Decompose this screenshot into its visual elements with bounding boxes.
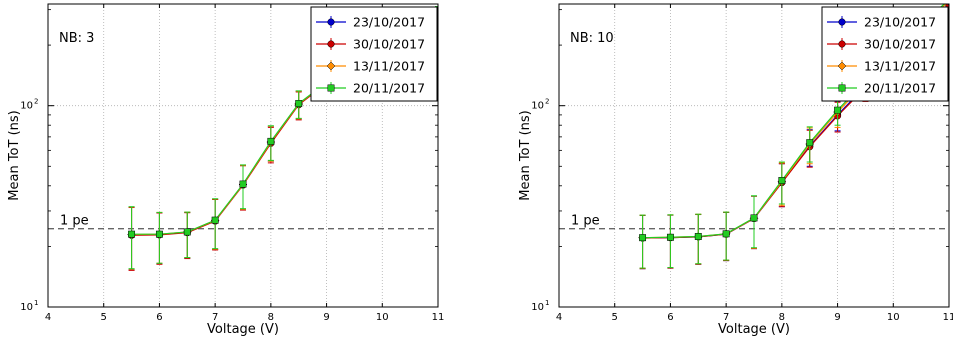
x-tick-label: 9 (323, 312, 329, 323)
legend-label: 30/10/2017 (353, 37, 425, 52)
x-tick-label: 10 (887, 312, 900, 323)
data-point (267, 137, 275, 145)
reference-label: 1 pe (571, 214, 600, 229)
legend-item: 13/11/2017 (316, 59, 425, 74)
legend-label: 30/10/2017 (864, 37, 936, 52)
data-point (946, 0, 952, 3)
y-tick-label: 10 (531, 302, 544, 313)
axes-frame (558, 3, 950, 308)
x-tick-label: 5 (101, 312, 107, 323)
legend-label: 23/10/2017 (353, 15, 425, 30)
legend-label: 20/11/2017 (864, 81, 936, 96)
y-axis-label: Mean ToT (ns) (518, 110, 533, 200)
legend-item: 20/11/2017 (316, 81, 425, 96)
legend: 23/10/2017 30/10/2017 13/11/2017 20/11/2017 (310, 6, 438, 102)
nb-annotation: NB: 10 (570, 31, 614, 46)
data-point (295, 100, 303, 107)
legend-label: 23/10/2017 (864, 15, 936, 30)
y-tick-label: 10 (20, 302, 33, 313)
x-tick-label: 8 (779, 312, 785, 323)
legend-marker (838, 18, 846, 26)
legend-marker (327, 18, 335, 26)
y-tick-exponent: 1 (34, 299, 38, 307)
legend-item: 20/11/2017 (827, 81, 936, 96)
nb-annotation: NB: 3 (59, 31, 94, 46)
legend-marker (326, 61, 336, 71)
x-tick-label: 6 (156, 312, 162, 323)
legend-label: 20/11/2017 (353, 81, 425, 96)
x-tick-label: 7 (723, 312, 729, 323)
legend-item: 30/10/2017 (316, 37, 425, 52)
legend-marker (838, 40, 846, 48)
data-point (639, 234, 647, 242)
data-point (778, 177, 786, 184)
legend-label: 13/11/2017 (864, 59, 936, 74)
x-tick-label: 7 (212, 312, 218, 323)
legend-marker (327, 84, 335, 92)
x-tick-label: 11 (432, 312, 445, 323)
x-tick-label: 10 (376, 312, 389, 323)
data-point (666, 233, 674, 241)
data-point (128, 230, 136, 238)
legend-label: 13/11/2017 (353, 59, 425, 74)
x-tick-label: 4 (45, 312, 51, 323)
axes-frame (47, 3, 439, 308)
data-point (211, 216, 219, 224)
y-tick-label: 10 (20, 101, 33, 112)
legend-marker (327, 40, 335, 48)
y-tick-exponent: 1 (545, 299, 549, 307)
legend-item: 23/10/2017 (827, 15, 936, 30)
legend-item: 30/10/2017 (827, 37, 936, 52)
data-point (239, 180, 247, 188)
legend-item: 13/11/2017 (827, 59, 936, 74)
data-point (155, 230, 163, 238)
legend-marker (837, 61, 847, 71)
legend-item: 23/10/2017 (316, 15, 425, 30)
data-point (806, 139, 814, 147)
x-tick-label: 5 (612, 312, 618, 323)
x-axis-label: Voltage (V) (207, 322, 279, 337)
x-tick-label: 11 (943, 312, 953, 323)
legend: 23/10/2017 30/10/2017 13/11/2017 20/11/2017 (821, 6, 949, 102)
x-tick-label: 8 (268, 312, 274, 323)
y-tick-label: 10 (531, 101, 544, 112)
legend-marker (838, 84, 846, 92)
data-point (722, 230, 730, 238)
y-axis-label: Mean ToT (ns) (7, 110, 22, 200)
y-tick-exponent: 2 (545, 98, 549, 106)
data-point (694, 233, 702, 240)
data-point (750, 214, 758, 222)
x-tick-label: 6 (667, 312, 673, 323)
x-tick-label: 9 (834, 312, 840, 323)
x-axis-label: Voltage (V) (718, 322, 790, 337)
y-tick-exponent: 2 (34, 98, 38, 106)
x-tick-label: 4 (556, 312, 562, 323)
data-point (183, 228, 191, 236)
data-point (834, 106, 842, 114)
reference-label: 1 pe (60, 214, 89, 229)
